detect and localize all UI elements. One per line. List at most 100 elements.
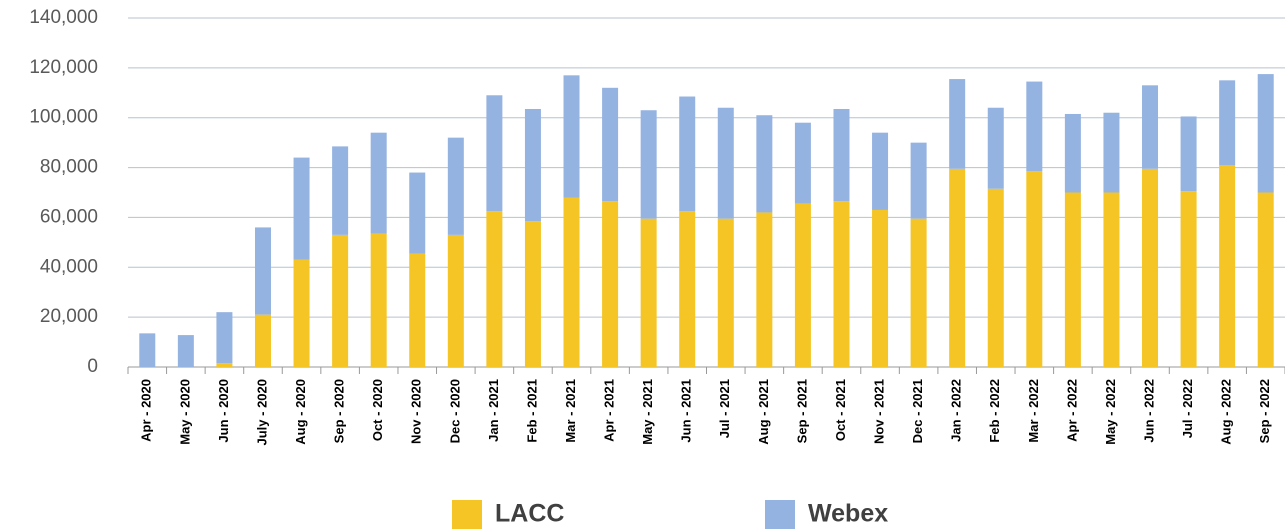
bar-segment <box>640 218 657 367</box>
bar-segment <box>1257 74 1274 193</box>
bar-segment <box>1219 80 1236 166</box>
bar-segment <box>1257 192 1274 367</box>
bar-segment <box>524 108 541 222</box>
x-tick-label: Sep - 2021 <box>794 379 809 443</box>
x-tick-label: Jul - 2022 <box>1180 379 1195 438</box>
x-tick-label: Nov - 2021 <box>871 379 886 444</box>
x-tick-label: Oct - 2020 <box>370 379 385 441</box>
bar-segment <box>332 234 349 367</box>
bar-segment <box>293 157 310 260</box>
bar-segment <box>679 96 696 212</box>
bar-segment <box>872 132 889 210</box>
x-tick-label: Mar - 2021 <box>563 379 578 443</box>
y-tick-label: 80,000 <box>40 157 98 178</box>
x-tick-label: Jun - 2021 <box>679 379 694 443</box>
x-tick-label: Dec - 2021 <box>910 379 925 443</box>
bar-segment <box>602 201 619 367</box>
legend-swatch <box>765 500 795 529</box>
bar-segment <box>409 253 426 367</box>
bar-segment <box>524 221 541 367</box>
bar-segment <box>1219 165 1236 367</box>
bar-segment <box>254 314 271 367</box>
bar-segment <box>1064 192 1081 367</box>
x-tick-label: Jul - 2021 <box>717 379 732 438</box>
x-tick-label: Apr - 2022 <box>1064 379 1079 442</box>
bar-segment <box>833 108 850 202</box>
x-tick-label: Mar - 2022 <box>1026 379 1041 443</box>
bar-segment <box>833 201 850 367</box>
bar-segment <box>563 75 580 198</box>
legend-swatch <box>452 500 482 529</box>
x-tick-label: May - 2020 <box>177 379 192 445</box>
x-tick-label: July - 2020 <box>254 379 269 446</box>
bar-segment <box>717 218 734 367</box>
bar-segment <box>1026 171 1043 367</box>
x-tick-label: Aug - 2021 <box>756 379 771 445</box>
bar-segment <box>293 259 310 367</box>
x-tick-label: May - 2022 <box>1103 379 1118 445</box>
bar-segment <box>1026 81 1043 172</box>
bar-segment <box>1103 112 1120 193</box>
bar-segment <box>872 209 889 367</box>
bar-segment <box>370 233 387 367</box>
y-tick-label: 100,000 <box>29 107 98 128</box>
bar-segment <box>640 110 657 219</box>
x-tick-label: Jun - 2022 <box>1141 379 1156 443</box>
bar-segment <box>1180 191 1197 367</box>
bar-segment <box>1142 168 1159 367</box>
bar-segment <box>987 188 1004 367</box>
x-tick-label: Sep - 2022 <box>1257 379 1272 443</box>
x-tick-label: Aug - 2022 <box>1219 379 1234 445</box>
bar-segment <box>910 218 927 367</box>
bar-segment <box>1180 116 1197 192</box>
x-tick-label: Feb - 2022 <box>987 379 1002 443</box>
x-tick-label: Sep - 2020 <box>332 379 347 443</box>
x-tick-label: Apr - 2021 <box>602 379 617 442</box>
bar-segment <box>679 211 696 367</box>
y-tick-label: 140,000 <box>29 7 98 28</box>
bar-segment <box>409 172 426 254</box>
bar-segment <box>370 132 387 234</box>
x-tick-label: Jan - 2021 <box>486 379 501 442</box>
x-tick-label: Jun - 2020 <box>216 379 231 443</box>
bar-segment <box>216 312 233 364</box>
y-tick-label: 40,000 <box>40 256 98 277</box>
y-tick-label: 60,000 <box>40 206 98 227</box>
bar-segment <box>949 168 966 367</box>
bar-segment <box>563 197 580 367</box>
bar-segment <box>177 335 194 367</box>
bar-segment <box>486 211 503 367</box>
bar-segment <box>254 227 271 315</box>
y-tick-label: 20,000 <box>40 306 98 327</box>
bar-segment <box>486 95 503 212</box>
y-tick-label: 120,000 <box>29 57 98 78</box>
x-tick-label: Nov - 2020 <box>409 379 424 444</box>
bar-segment <box>602 87 619 202</box>
x-tick-label: Feb - 2021 <box>524 379 539 443</box>
bar-segment <box>139 333 156 367</box>
bar-segment <box>1103 192 1120 367</box>
x-tick-label: May - 2021 <box>640 379 655 445</box>
bar-segment <box>910 142 927 219</box>
legend-label: LACC <box>495 500 564 528</box>
x-tick-label: Oct - 2021 <box>833 379 848 441</box>
bar-segment <box>1142 85 1159 169</box>
bar-segment <box>447 234 464 367</box>
x-tick-label: Aug - 2020 <box>293 379 308 445</box>
bar-segment <box>717 107 734 219</box>
x-tick-label: Apr - 2020 <box>139 379 154 442</box>
bar-segment <box>447 137 464 235</box>
bar-segment <box>794 203 811 367</box>
x-tick-label: Dec - 2020 <box>447 379 462 443</box>
y-tick-label: 0 <box>87 356 98 377</box>
bar-segment <box>216 363 233 367</box>
bar-segment <box>949 79 966 169</box>
bar-segment <box>794 122 811 204</box>
bar-segment <box>756 212 773 367</box>
bar-segment <box>987 107 1004 189</box>
bar-segment <box>756 115 773 213</box>
legend-label: Webex <box>808 500 888 528</box>
bar-segment <box>1064 113 1081 193</box>
